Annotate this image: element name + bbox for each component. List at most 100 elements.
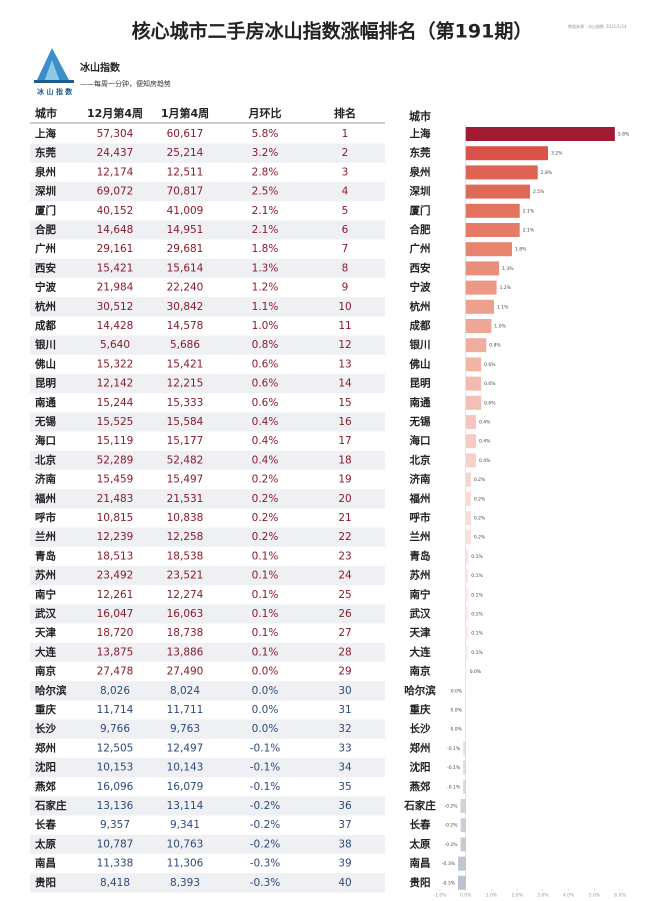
value-label: -0.1% — [447, 746, 461, 752]
value-cell: 15,333 — [167, 397, 204, 409]
value-cell: 0.6% — [252, 378, 279, 390]
value-label: -0.3% — [442, 880, 456, 886]
bar — [464, 722, 466, 737]
value-cell: 69,072 — [97, 186, 134, 198]
value-cell: 9,341 — [170, 819, 200, 831]
category-label: 杭州 — [410, 300, 431, 313]
value-cell: 2.1% — [252, 205, 279, 217]
bar — [465, 357, 482, 372]
value-cell: -0.2% — [250, 819, 280, 831]
value-cell: 8,024 — [170, 685, 200, 697]
x-tick-label: 3.0% — [537, 893, 549, 899]
city-cell: 哈尔滨 — [35, 684, 67, 697]
brand: 冰山指数 — [80, 61, 121, 74]
value-cell: -0.2% — [250, 800, 280, 812]
category-label: 济南 — [410, 473, 431, 486]
category-label: 南昌 — [410, 857, 431, 870]
value-cell: 9 — [342, 282, 349, 294]
value-label: 0.0% — [451, 708, 463, 714]
value-cell: 10,838 — [167, 512, 204, 524]
value-cell: 41,009 — [167, 205, 204, 217]
value-label: 0.4% — [479, 439, 491, 445]
value-cell: 26 — [338, 608, 352, 620]
x-tick-label: 0.0% — [460, 893, 472, 899]
bar — [458, 875, 466, 890]
value-cell: 14,578 — [167, 320, 204, 332]
value-label: 1.3% — [502, 266, 514, 272]
row-band — [30, 527, 385, 547]
bar — [465, 549, 469, 564]
row-band — [30, 297, 385, 317]
value-cell: 8,026 — [100, 685, 130, 697]
value-cell: 23,521 — [167, 570, 204, 582]
column-header: 城市 — [35, 106, 57, 120]
row-band — [30, 834, 385, 854]
value-cell: 14,951 — [167, 224, 204, 236]
value-cell: 13,114 — [167, 800, 204, 812]
city-cell: 石家庄 — [34, 799, 67, 812]
value-cell: 0.2% — [252, 493, 279, 505]
category-label: 长春 — [410, 818, 431, 831]
value-cell: 0.4% — [252, 454, 279, 466]
value-cell: 6 — [342, 224, 349, 236]
value-cell: 14 — [338, 378, 352, 390]
bar — [465, 472, 471, 487]
value-label: 2.8% — [541, 170, 553, 176]
row-band — [30, 566, 385, 586]
city-cell: 成都 — [35, 319, 56, 332]
value-cell: 39 — [338, 858, 351, 870]
value-cell: 12,239 — [97, 531, 134, 543]
value-cell: 29,681 — [167, 243, 204, 255]
value-label: 2.5% — [533, 189, 545, 195]
value-label: -0.2% — [445, 823, 459, 829]
city-cell: 合肥 — [34, 223, 56, 236]
value-cell: 0.1% — [252, 627, 279, 639]
x-tick-label: 2.0% — [511, 893, 523, 899]
value-cell: 30,842 — [167, 301, 204, 313]
category-label: 海口 — [410, 434, 431, 447]
value-cell: 30,512 — [97, 301, 134, 313]
category-label: 贵阳 — [410, 876, 431, 889]
value-cell: 10,787 — [97, 838, 134, 850]
row-band — [30, 681, 385, 701]
city-cell: 杭州 — [35, 300, 56, 313]
value-cell: 15,614 — [167, 262, 204, 274]
category-label: 北京 — [410, 453, 431, 466]
value-cell: 12,261 — [97, 589, 134, 601]
x-tick-label: 5.0% — [589, 893, 601, 899]
category-label: 无锡 — [409, 415, 431, 428]
city-cell: 上海 — [35, 127, 56, 140]
bar — [465, 165, 538, 180]
category-label: 武汉 — [410, 607, 431, 620]
date: 2021/1/24 — [606, 24, 627, 29]
city-cell: 福州 — [34, 492, 56, 505]
value-cell: -0.3% — [250, 858, 280, 870]
value-cell: 1.1% — [252, 301, 279, 313]
value-label: 0.2% — [474, 477, 486, 483]
logo — [34, 48, 74, 83]
value-cell: 33 — [338, 742, 351, 754]
city-cell: 重庆 — [35, 703, 56, 716]
bar — [465, 299, 494, 314]
value-cell: 9,766 — [100, 723, 130, 735]
value-cell: 32 — [338, 723, 351, 735]
category-label: 重庆 — [410, 703, 431, 716]
row-band — [30, 873, 385, 893]
category-label: 石家庄 — [403, 799, 436, 812]
row-band — [30, 719, 385, 739]
value-cell: 0.0% — [252, 685, 279, 697]
value-cell: 11,338 — [97, 858, 134, 870]
row-band — [30, 143, 385, 163]
bar — [460, 837, 466, 852]
value-cell: 5,686 — [170, 339, 200, 351]
value-cell: 14,428 — [97, 320, 134, 332]
value-cell: 12,142 — [97, 378, 134, 390]
value-cell: 15,322 — [97, 358, 134, 370]
value-cell: -0.1% — [250, 762, 280, 774]
value-cell: 16,047 — [97, 608, 134, 620]
bar — [465, 626, 469, 641]
value-cell: 12,174 — [97, 166, 134, 178]
value-cell: 0.1% — [252, 570, 279, 582]
value-cell: 0.0% — [252, 666, 279, 678]
city-cell: 南通 — [35, 396, 56, 409]
